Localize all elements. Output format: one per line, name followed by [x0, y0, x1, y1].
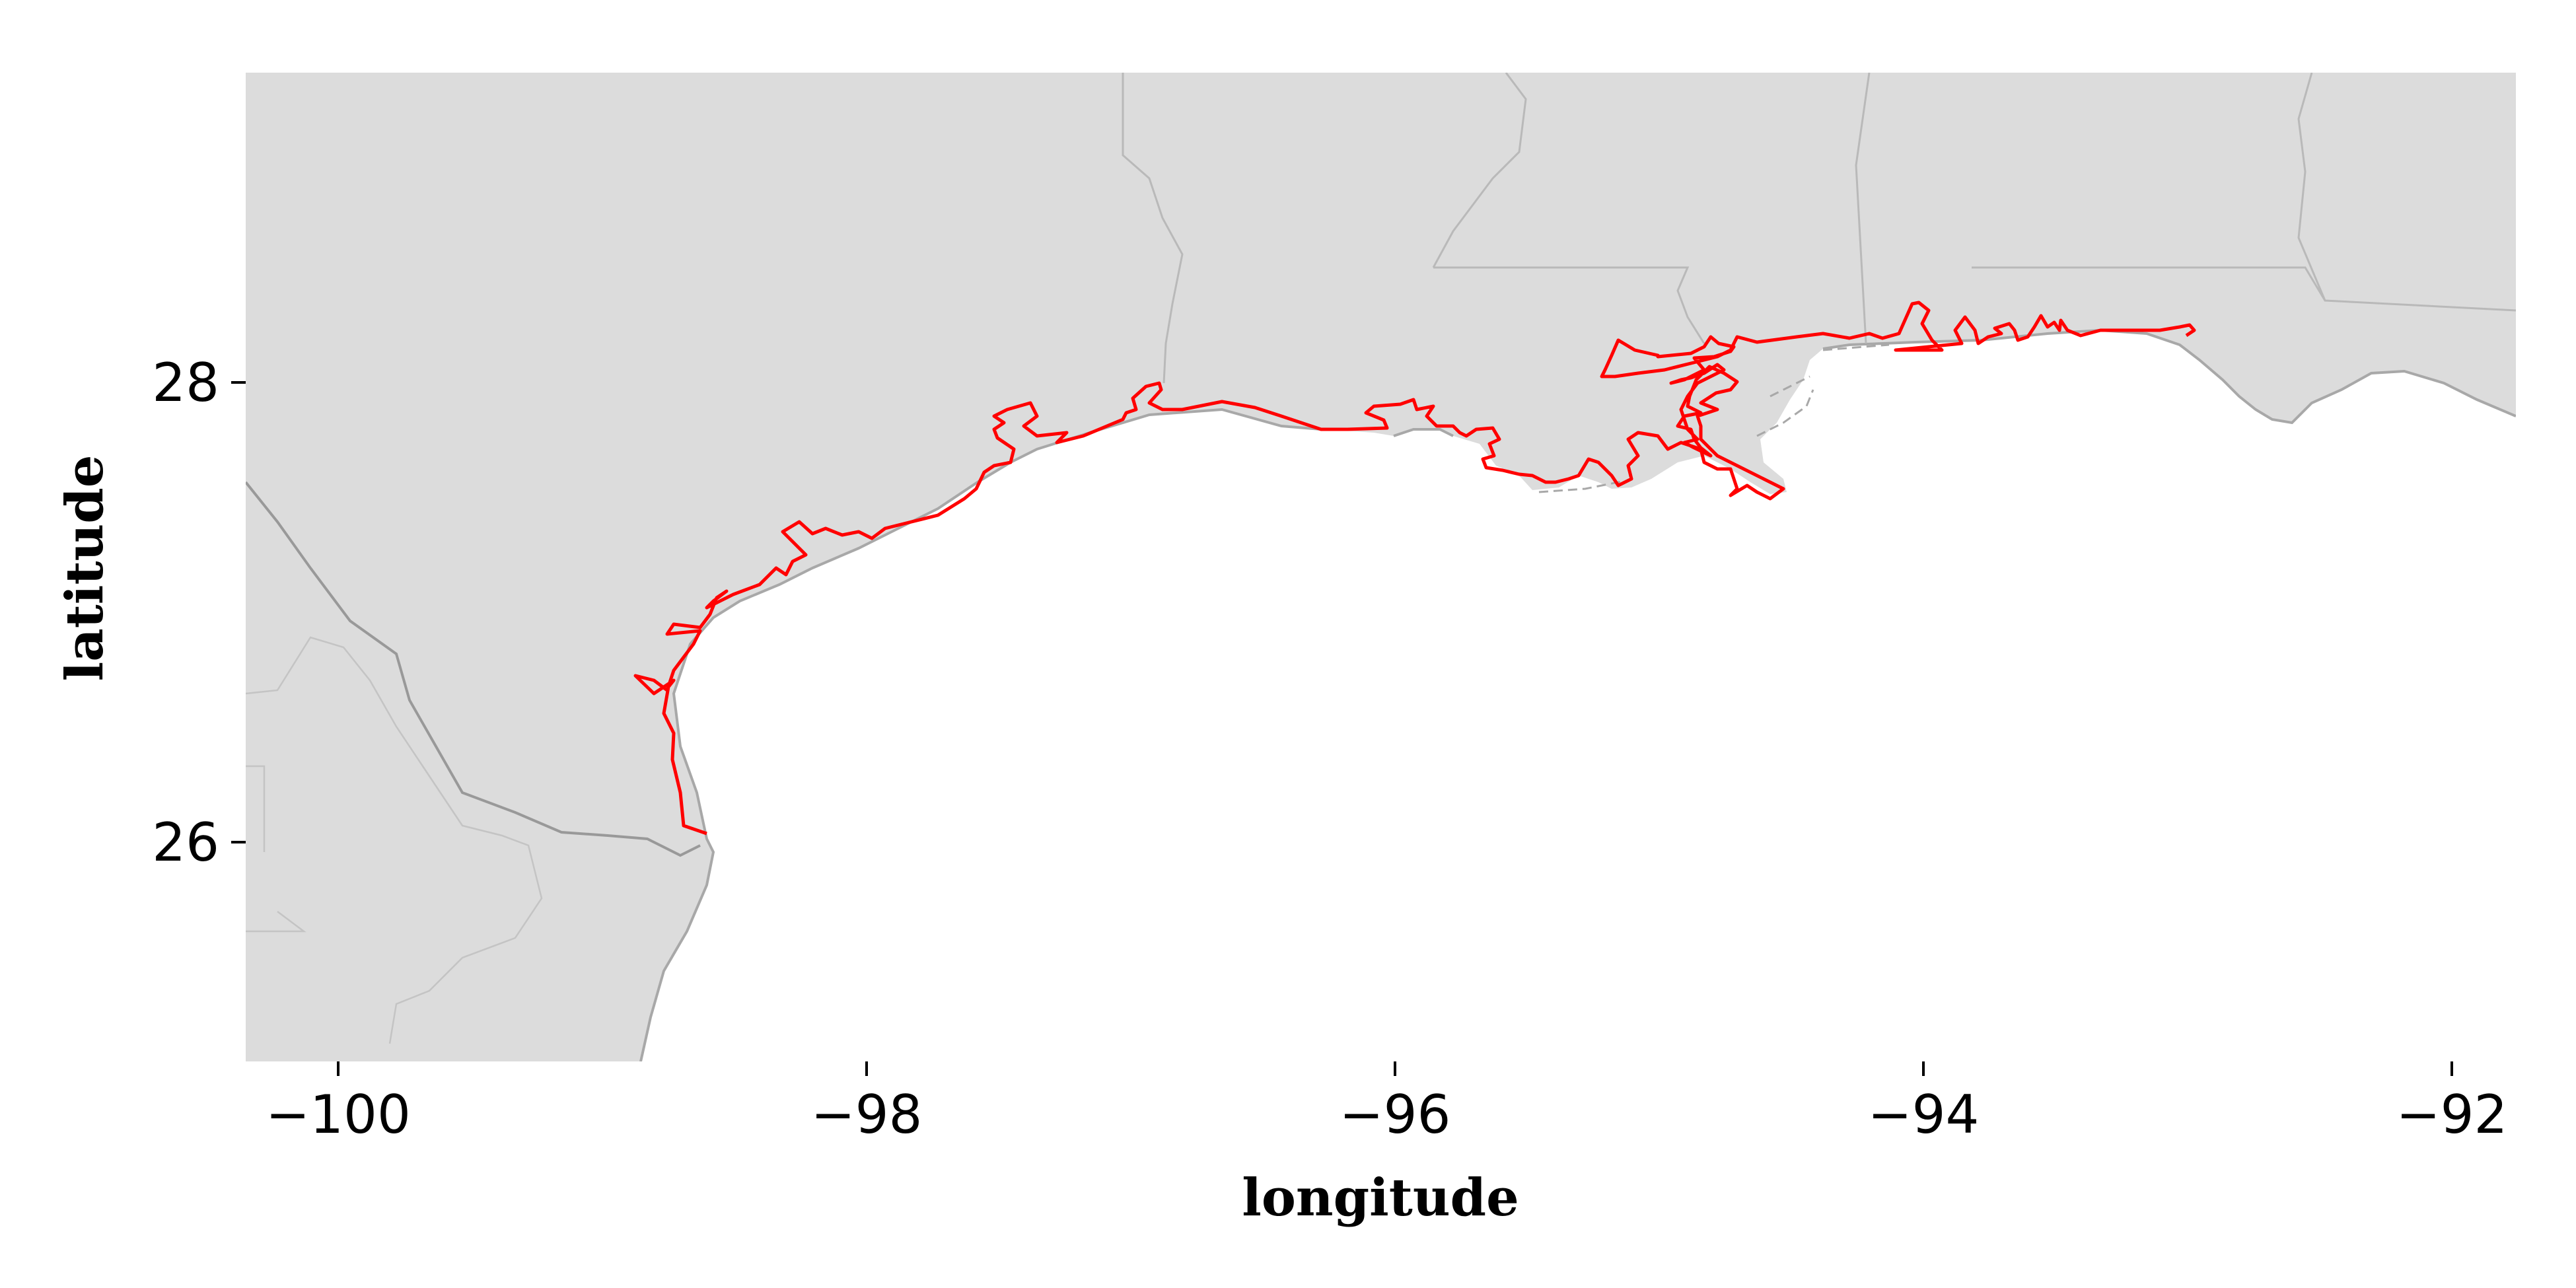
- barrier-islands: [1538, 343, 1890, 493]
- x-tick-label: −92: [2396, 1084, 2508, 1145]
- x-tick-label: −96: [1340, 1084, 1451, 1145]
- x-tick-label: −94: [1868, 1084, 1980, 1145]
- country-borders: [246, 481, 701, 857]
- land-mass: [246, 73, 2516, 1061]
- x-axis-tick-labels: −100−98−96−94−92−90−88−86−84: [266, 1084, 2508, 1145]
- y-tick-label: 28: [152, 352, 219, 413]
- x-axis-title: longitude: [1242, 1168, 1519, 1228]
- mexican-state-borders: [246, 636, 543, 1044]
- y-axis-ticks: [231, 381, 246, 843]
- highlighted-coastline: [633, 301, 2196, 836]
- x-tick-label: −100: [266, 1084, 411, 1145]
- y-axis-title: latitude: [55, 455, 115, 682]
- x-tick-label: −98: [811, 1084, 923, 1145]
- y-tick-label: 26: [152, 812, 219, 873]
- x-axis-ticks: [337, 1061, 2453, 1076]
- map-plot-area: [246, 73, 2516, 1061]
- y-axis-tick-labels: 26283032: [152, 352, 219, 873]
- state-borders: [1122, 73, 2516, 384]
